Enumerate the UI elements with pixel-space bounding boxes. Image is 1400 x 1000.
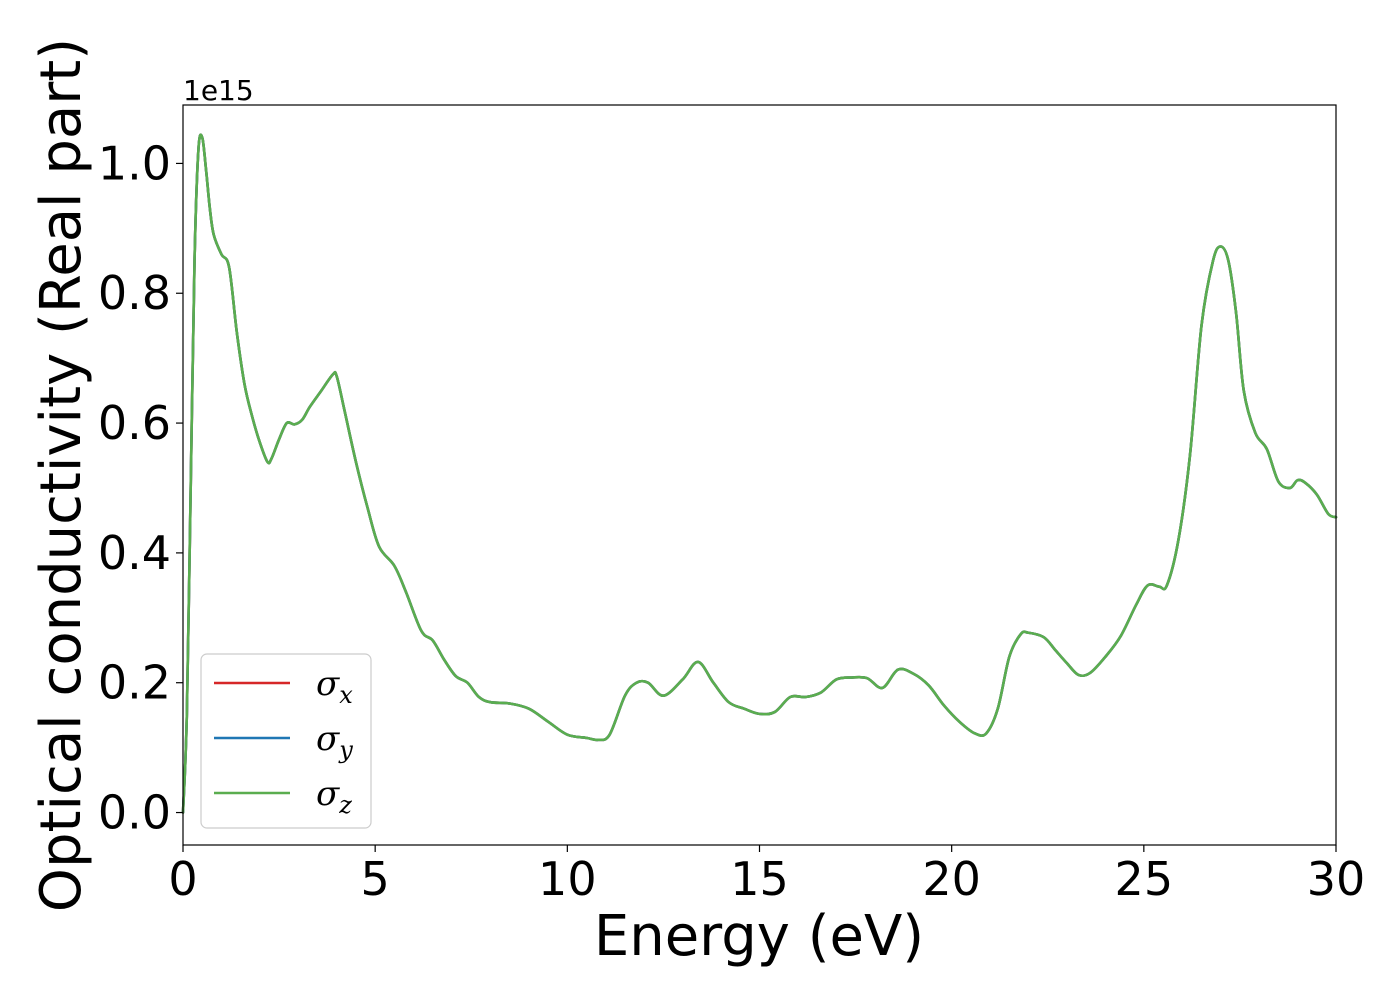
x-tick-label: 15 (730, 852, 789, 906)
y-tick-label: 1.0 (98, 136, 171, 190)
series-line-z (181, 133, 1338, 814)
y-tick-label: 0.6 (98, 396, 171, 450)
x-tick-label: 20 (922, 852, 981, 906)
legend-label-z: σz (316, 774, 352, 819)
legend-label-x: σx (316, 664, 353, 709)
y-offset-label: 1e15 (183, 74, 254, 107)
x-axis-label: Energy (eV) (594, 904, 924, 969)
y-axis-ticks: 0.0 0.2 0.4 0.6 0.8 1.0 (98, 136, 183, 840)
legend-box (200, 653, 372, 829)
y-tick-label: 0.0 (98, 786, 171, 840)
y-axis-label: Optical conductivity (Real part) (29, 38, 94, 912)
y-tick-label: 0.8 (98, 266, 171, 320)
x-tick-label: 5 (361, 852, 390, 906)
x-tick-label: 25 (1115, 852, 1174, 906)
y-tick-label: 0.4 (98, 526, 171, 580)
series-layer (181, 133, 1338, 814)
x-tick-label: 0 (168, 852, 197, 906)
x-tick-label: 10 (538, 852, 597, 906)
y-tick-label: 0.2 (98, 656, 171, 710)
legend: σx σy σz (200, 653, 372, 829)
x-tick-label: 30 (1307, 852, 1366, 906)
x-axis-ticks: 0 5 10 15 20 25 30 (168, 845, 1365, 906)
legend-label-y: σy (316, 719, 353, 764)
